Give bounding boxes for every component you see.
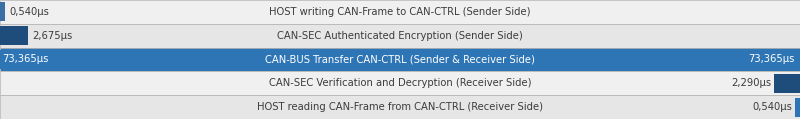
Bar [0,2,5,21]
Bar [0,71,800,95]
Text: CAN-SEC Authenticated Encryption (Sender Side): CAN-SEC Authenticated Encryption (Sender… [277,31,523,41]
Bar [0,48,800,71]
Text: HOST writing CAN-Frame to CAN-CTRL (Sender Side): HOST writing CAN-Frame to CAN-CTRL (Send… [270,7,530,17]
Bar [795,98,800,117]
Bar [0,95,800,119]
Bar [0,0,800,24]
Text: 2,290μs: 2,290μs [731,78,771,88]
Text: 2,675μs: 2,675μs [32,31,72,41]
Text: 73,365μs: 73,365μs [2,55,49,64]
Text: 73,365μs: 73,365μs [748,55,794,64]
Bar [0,24,800,48]
Bar [774,74,800,93]
Bar [0,50,800,69]
Text: 0,540μs: 0,540μs [753,102,793,112]
Text: CAN-SEC Verification and Decryption (Receiver Side): CAN-SEC Verification and Decryption (Rec… [269,78,531,88]
Text: CAN-BUS Transfer CAN-CTRL (Sender & Receiver Side): CAN-BUS Transfer CAN-CTRL (Sender & Rece… [265,55,535,64]
Text: HOST reading CAN-Frame from CAN-CTRL (Receiver Side): HOST reading CAN-Frame from CAN-CTRL (Re… [257,102,543,112]
Bar [0,26,28,45]
Text: 0,540μs: 0,540μs [9,7,49,17]
